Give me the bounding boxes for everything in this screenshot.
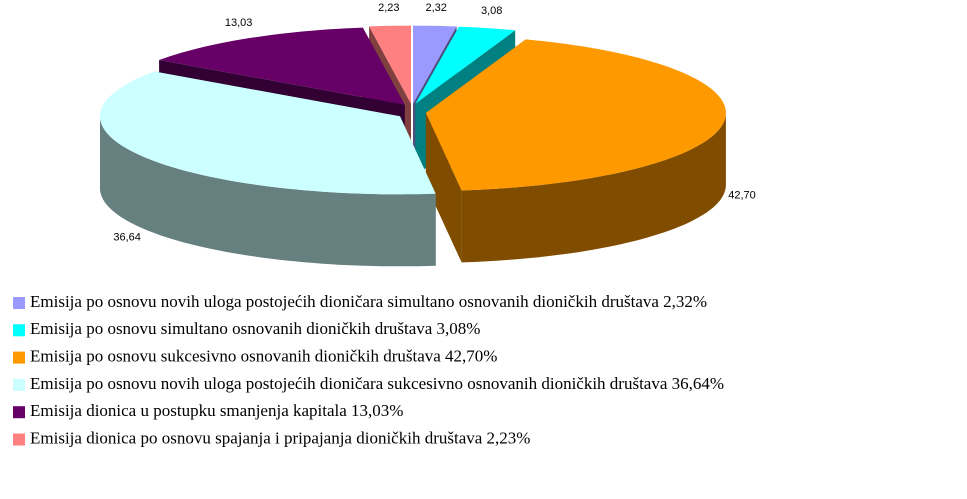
data-label: 2,32 (425, 2, 446, 14)
legend-label: Emisija dionica u postupku smanjenja kap… (30, 401, 403, 420)
legend-swatch (13, 297, 25, 309)
legend-swatch (13, 406, 25, 419)
legend-swatch (13, 351, 25, 364)
legend-label: Emisija po osnovu sukcesivno osnovanih d… (30, 347, 497, 366)
legend-swatch (13, 433, 25, 446)
legend-label: Emisija dionica po osnovu spajanja i pri… (30, 428, 530, 447)
slice-wall (100, 116, 436, 267)
data-label: 13,03 (225, 17, 253, 29)
legend-label: Emisija po osnovu simultano osnovanih di… (30, 319, 480, 338)
slice-top (369, 25, 411, 104)
slice (100, 71, 436, 267)
data-label: 3,08 (481, 5, 502, 17)
slice-side (425, 112, 462, 263)
slice-wall (461, 112, 726, 263)
data-label: 36,64 (113, 231, 141, 243)
slice (425, 39, 726, 263)
legend-swatch (13, 378, 25, 391)
data-label: 2,23 (378, 2, 399, 14)
data-label: 42,70 (728, 189, 756, 201)
slice-top (425, 39, 726, 191)
slice-top (100, 71, 436, 195)
slice-top (159, 27, 405, 105)
slice-top (415, 26, 516, 104)
legend-label: Emisija po osnovu novih uloga postojećih… (30, 292, 707, 311)
legend-swatch (13, 324, 25, 337)
slice-top (413, 25, 457, 104)
legend-label: Emisija po osnovu novih uloga postojećih… (30, 374, 724, 393)
